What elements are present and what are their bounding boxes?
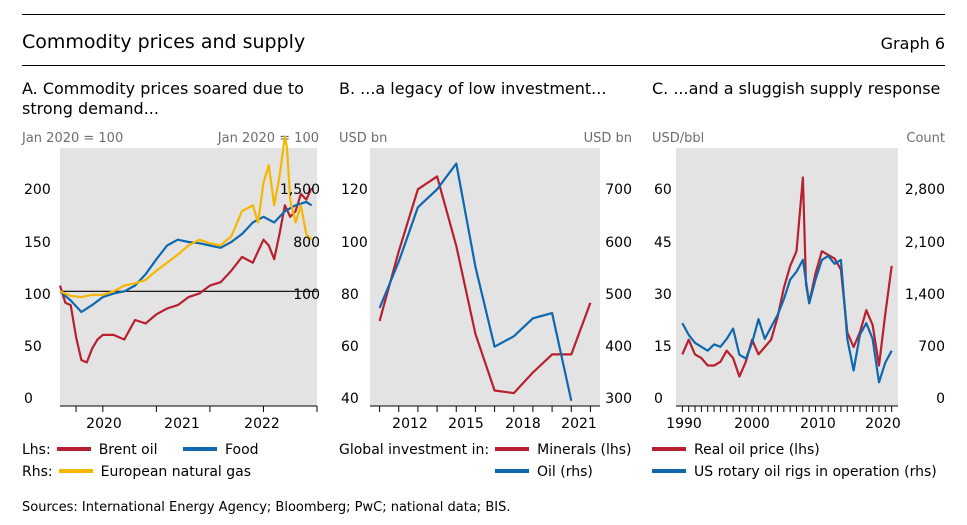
a-x-tick-2020: 2020 <box>86 416 122 432</box>
a-left-tick-0: 0 <box>24 391 33 407</box>
panel-a-title-line1: A. Commodity prices soared due to <box>22 79 304 98</box>
c-x-tick-2020: 2020 <box>865 416 901 432</box>
b-x-tick-2012: 2012 <box>392 416 428 432</box>
graph-label: Graph 6 <box>880 34 945 53</box>
figure-title: Commodity prices and supply <box>22 31 306 53</box>
legend-minerals-swatch <box>495 447 530 451</box>
a-plot-series-european-natural-gas <box>59 135 313 299</box>
panel-b-title: B. ...a legacy of low investment... <box>339 79 607 98</box>
panel-c-right-ticks: 2,800 2,100 1,400 700 0 <box>905 182 945 407</box>
b-right-tick-400: 400 <box>605 339 632 355</box>
b-right-tick-500: 500 <box>605 287 632 303</box>
legend-brent-label: Brent oil <box>98 442 158 458</box>
c-right-tick-1400: 1,400 <box>905 287 945 303</box>
b-right-tick-300: 300 <box>605 391 632 407</box>
b-plot-series-oil-rhs- <box>378 162 573 402</box>
legend-global-investment-label: Global investment in: <box>339 442 490 458</box>
legend-rhs-label: Rhs: <box>22 464 53 480</box>
a-x-tick-2022: 2022 <box>244 416 280 432</box>
panel-b-legend: Global investment in: Minerals (lhs) Oil … <box>339 440 639 484</box>
legend-minerals-label: Minerals (lhs) <box>537 442 632 458</box>
b-right-tick-600: 600 <box>605 235 632 251</box>
c-plot-series-us-rotary-oil-rigs-in-operation-rhs- <box>681 254 893 384</box>
legend-rigs-label: US rotary oil rigs in operation (rhs) <box>694 464 937 480</box>
panel-a-title-line2: strong demand... <box>22 99 159 118</box>
a-right-tick-100: 100 <box>293 287 320 303</box>
panel-b-left-unit: USD bn <box>339 131 387 146</box>
panel-b-plot-area <box>370 148 600 406</box>
legend-real-oil-label: Real oil price (lhs) <box>694 442 820 458</box>
legend-rigs-swatch <box>652 469 686 473</box>
panel-a-x-ticks: 2020 2021 2022 <box>86 416 280 432</box>
panel-b-right-unit: USD bn <box>584 131 632 146</box>
c-right-tick-700: 700 <box>918 339 945 355</box>
panel-c-chart: USD/bbl Count 60 45 30 15 0 2,800 2,100 … <box>652 131 945 432</box>
legend-oil-label: Oil (rhs) <box>537 464 593 480</box>
c-right-tick-2100: 2,100 <box>905 235 945 251</box>
legend-lhs-label: Lhs: <box>22 442 51 458</box>
a-left-tick-100: 100 <box>24 287 51 303</box>
b-x-tick-2021: 2021 <box>561 416 597 432</box>
b-right-tick-700: 700 <box>605 182 632 198</box>
top-rule <box>22 14 945 15</box>
legend-brent-swatch <box>56 447 91 451</box>
panel-c-right-unit: Count <box>906 131 945 146</box>
b-x-tick-2015: 2015 <box>448 416 484 432</box>
a-left-tick-50: 50 <box>24 339 42 355</box>
legend-real-oil-swatch <box>652 447 686 451</box>
panel-b-x-ticks: 2012 2015 2018 2021 <box>392 416 597 432</box>
panel-c-left-ticks: 60 45 30 15 0 <box>654 182 672 407</box>
sources-note: Sources: International Energy Agency; Bl… <box>22 500 511 515</box>
panel-c-x-ticks: 1990 2000 2010 2020 <box>666 416 901 432</box>
a-x-tick-2021: 2021 <box>164 416 200 432</box>
c-x-tick-2000: 2000 <box>734 416 770 432</box>
header-rule <box>22 65 945 66</box>
panel-b-right-ticks: 700 600 500 400 300 <box>605 182 632 407</box>
b-plot-series-minerals-lhs- <box>378 175 592 395</box>
panel-a-legend: Lhs: Brent oil Food Rhs: European natural … <box>22 440 322 484</box>
c-left-tick-45: 45 <box>654 235 672 251</box>
c-right-tick-0: 0 <box>936 391 945 407</box>
c-left-tick-60: 60 <box>654 182 672 198</box>
legend-oil-swatch <box>495 469 529 473</box>
panel-c-left-unit: USD/bbl <box>652 131 704 146</box>
a-plot-series-food <box>59 200 313 314</box>
b-left-tick-100: 100 <box>341 235 368 251</box>
b-left-tick-80: 80 <box>341 287 359 303</box>
c-x-tick-2010: 2010 <box>800 416 836 432</box>
b-left-tick-40: 40 <box>341 391 359 407</box>
panel-b-left-ticks: 120 100 80 60 40 <box>341 182 368 407</box>
c-left-tick-15: 15 <box>654 339 672 355</box>
legend-food-label: Food <box>225 442 259 458</box>
panel-a-left-ticks: 200 150 100 50 0 <box>24 182 51 407</box>
b-x-tick-2018: 2018 <box>505 416 541 432</box>
c-x-tick-1990: 1990 <box>666 416 702 432</box>
c-left-tick-30: 30 <box>654 287 672 303</box>
a-left-tick-200: 200 <box>24 182 51 198</box>
a-right-tick-1500: 1,500 <box>280 182 320 198</box>
panel-a-right-ticks: 1,500 800 100 <box>280 182 320 303</box>
panel-c-legend: Real oil price (lhs) US rotary oil rigs … <box>652 440 952 484</box>
b-left-tick-60: 60 <box>341 339 359 355</box>
b-left-tick-120: 120 <box>341 182 368 198</box>
a-plot-series-brent-oil <box>58 187 313 364</box>
panel-a-right-unit: Jan 2020 = 100 <box>217 131 319 146</box>
a-left-tick-150: 150 <box>24 235 51 251</box>
panel-b-chart: USD bn USD bn 120 100 80 60 40 700 600 5… <box>339 131 632 432</box>
panel-c-title: C. ...and a sluggish supply response <box>652 79 941 98</box>
legend-gas-swatch <box>58 469 93 473</box>
c-right-tick-2800: 2,800 <box>905 182 945 198</box>
panel-a-chart: Jan 2020 = 100 Jan 2020 = 100 200 150 10… <box>21 131 320 432</box>
legend-gas-label: European natural gas <box>100 464 252 480</box>
panel-a-title: A. Commodity prices soared due to strong… <box>22 79 304 119</box>
c-left-tick-0: 0 <box>654 391 663 407</box>
panel-a-left-unit: Jan 2020 = 100 <box>21 131 123 146</box>
panel-a-plot-area <box>60 148 317 406</box>
c-plot-series-real-oil-price-lhs- <box>681 176 893 378</box>
legend-food-swatch <box>183 447 217 451</box>
a-right-tick-800: 800 <box>293 235 320 251</box>
